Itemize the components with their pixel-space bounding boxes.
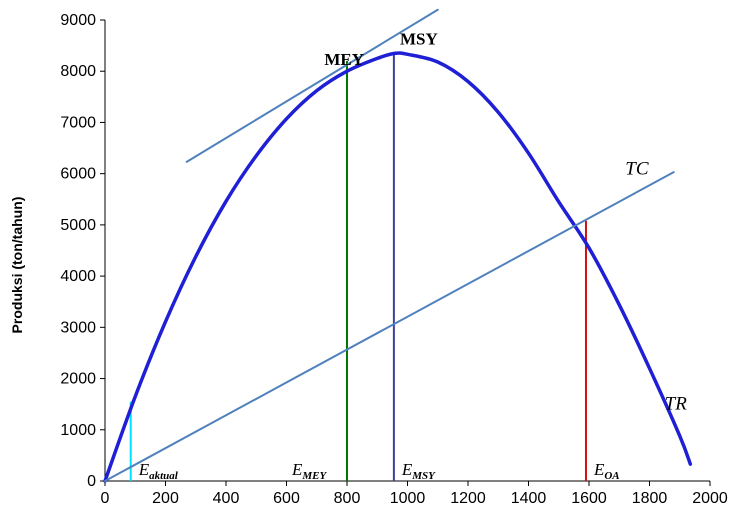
label-e-main: E [401,460,413,479]
x-tick-label: 0 [101,490,110,507]
y-tick-label: 4000 [60,268,96,285]
x-tick-label: 600 [273,490,300,507]
label-e-main: E [138,460,150,479]
label-e-main: E [291,460,303,479]
y-axis-label: Produksi (ton/tahun) [9,197,25,334]
label-e-sub: OA [604,470,619,482]
y-tick-label: 0 [87,473,96,490]
x-tick-label: 1600 [571,490,607,507]
y-tick-label: 5000 [60,217,96,234]
label-e-oa: EOA [593,460,620,482]
label-e-mey: EMEY [291,460,328,482]
axes: 0 1000 2000 3000 4000 5000 6000 7000 8000 9000 0 20… [60,12,727,507]
y-tick-label: 6000 [60,166,96,183]
vertical-lines [129,53,587,481]
annotation-tc: TC [625,159,649,180]
x-tick-label: 800 [334,490,361,507]
label-e-sub: MEY [301,470,327,482]
label-e-sub: MSY [411,470,436,482]
label-e-msy: EMSY [401,460,436,482]
series-lines [103,8,693,483]
y-tick-label: 2000 [60,371,96,388]
x-tick-label: 200 [152,490,179,507]
x-tick-label: 1200 [450,490,486,507]
y-tick-label: 3000 [60,319,96,336]
x-tick-label: 400 [213,490,240,507]
x-tick-label: 1000 [390,490,426,507]
y-tick-label: 9000 [60,12,96,29]
x-tick-label: 1400 [511,490,547,507]
label-e-aktual: Eaktual [138,460,179,482]
annotation-mey: MEY [324,50,364,69]
annotation-msy: MSY [400,30,438,49]
label-e-main: E [593,460,605,479]
x-tick-label: 1800 [632,490,668,507]
y-tick-label: 1000 [60,422,96,439]
x-tick-label: 2000 [692,490,728,507]
label-e-sub: aktual [149,470,179,482]
y-tick-label: 7000 [60,114,96,131]
series-tangent-line [185,8,439,163]
y-tick-label: 8000 [60,63,96,80]
series-tc [104,171,675,482]
annotation-tr: TR [665,393,688,414]
series-tr [103,51,693,483]
